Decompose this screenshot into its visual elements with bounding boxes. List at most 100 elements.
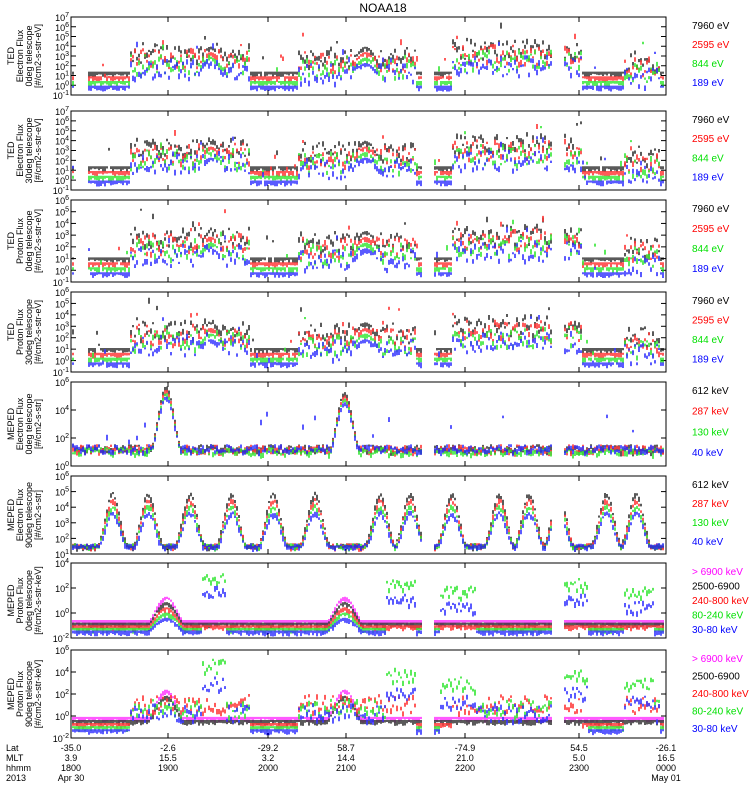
y-axis-label: TEDElectron Flux0deg telescope[#/cm2-s-s… (6, 24, 43, 88)
y-tick-label: 100 (55, 175, 69, 186)
x-tick-label-hhmm: 2000 (258, 763, 278, 773)
x-tick-label-lat: 58.7 (337, 743, 355, 753)
x-tick-label-lat: -26.1 (656, 743, 677, 753)
legend-label: 189 eV (692, 78, 724, 89)
legend-label: 2595 eV (692, 40, 730, 51)
y-tick-label: 102 (55, 533, 69, 544)
y-tick-label: 103 (55, 146, 69, 157)
legend-label: 7960 eV (692, 21, 730, 32)
series-blue-marks (72, 315, 664, 369)
series-blue-marks (72, 41, 664, 92)
x-tick-label-hhmm: 2300 (569, 763, 589, 773)
panel-7: 10-2 100 102 104 MEPEDProton Flux0deg telesc… (6, 558, 749, 644)
series-blue-marks (72, 136, 664, 187)
series-group (72, 22, 664, 92)
y-axis-label: MEPEDElectron Flux90deg telescope[#/cm2-… (6, 482, 43, 548)
x-tick-label-hhmm: 0000 (656, 763, 676, 773)
y-axis-label: TEDProton Flux30deg telescope[#/cm2-s-st… (6, 299, 43, 365)
y-tick-label: 102 (55, 689, 69, 700)
y-tick-label: 104 (55, 502, 69, 513)
legend-label: 130 keV (692, 427, 729, 438)
y-tick-label: 101 (55, 71, 69, 82)
y-tick-label: 103 (55, 518, 69, 529)
y-tick-label: 106 (55, 195, 69, 206)
y-tick-label: 105 (55, 126, 69, 137)
series-group (72, 208, 664, 279)
series-blue-marks (72, 510, 664, 552)
y-tick-label: 104 (55, 218, 69, 229)
y-tick-label: 105 (55, 32, 69, 43)
panel-5: 100 102 104 106 MEPEDElectron Flux0deg teles… (6, 377, 729, 472)
y-tick-label: 103 (55, 230, 69, 241)
series-group (72, 121, 664, 187)
y-tick-label: 105 (55, 207, 69, 218)
y-tick-label: 105 (55, 487, 69, 498)
legend-label: 287 keV (692, 407, 729, 418)
y-tick-label: 107 (55, 12, 69, 23)
y-tick-label: 10-1 (53, 277, 69, 288)
y-tick-label: 102 (55, 242, 69, 253)
legend-label: 2595 eV (692, 224, 730, 235)
legend-label: 612 keV (692, 386, 729, 397)
y-tick-label: 101 (55, 254, 69, 265)
x-tick-label-mlt: 3.2 (262, 753, 275, 763)
y-tick-label: 102 (55, 333, 69, 344)
x-row-label: hhmm (6, 763, 31, 773)
x-tick-label-mlt: 5.0 (573, 753, 586, 763)
legend-label: 844 eV (692, 153, 724, 164)
x-row-label: MLT (6, 753, 24, 763)
x-tick-label-mlt: 16.5 (657, 753, 675, 763)
series-group (72, 573, 664, 637)
y-tick-label: 104 (55, 310, 69, 321)
x-tick-label-mlt: 3.9 (65, 753, 78, 763)
y-tick-label: 106 (55, 645, 69, 656)
legend-label: > 6900 keV (692, 567, 743, 578)
series-red-marks (72, 209, 664, 269)
panel-8: 10-2 100 102 104 106 MEPEDProton Flux90deg te… (6, 645, 749, 744)
y-tick-label: 101 (55, 549, 69, 560)
y-tick-label: 10-2 (53, 633, 69, 644)
y-axis-label: TEDElectron Flux30deg telescope[#/cm2-s-… (6, 117, 43, 183)
y-tick-label: 102 (55, 155, 69, 166)
y-tick-label: 106 (55, 377, 69, 388)
x-tick-label-lat: 54.5 (570, 743, 588, 753)
y-tick-label: 104 (55, 667, 69, 678)
panel-6: 101 102 103 104 105 106 MEPEDElectron Flux90de… (6, 471, 729, 560)
legend-label: 2500-6900 (692, 671, 740, 682)
legend-label: 40 keV (692, 448, 723, 459)
series-red-marks (72, 124, 664, 177)
y-tick-label: 107 (55, 106, 69, 117)
legend-label: 30-80 keV (692, 724, 738, 735)
y-tick-label: 102 (55, 61, 69, 72)
legend-label: 30-80 keV (692, 625, 738, 636)
y-tick-label: 100 (55, 711, 69, 722)
series-blue-marks (72, 226, 664, 279)
legend-label: 130 keV (692, 518, 729, 529)
y-tick-label: 106 (55, 22, 69, 33)
legend-label: 844 eV (692, 59, 724, 70)
series-group (72, 658, 664, 736)
legend-label: 240-800 keV (692, 689, 749, 700)
legend-label: 189 eV (692, 354, 724, 365)
legend-label: 189 eV (692, 173, 724, 184)
y-tick-label: 10-1 (53, 185, 69, 196)
series-green-marks (72, 219, 664, 274)
y-tick-label: 104 (55, 558, 69, 569)
x-tick-label-date: May 01 (651, 773, 681, 783)
y-tick-label: 104 (55, 136, 69, 147)
x-tick-label-mlt: 15.5 (159, 753, 177, 763)
series-blue-marks (72, 585, 664, 637)
legend-label: 40 keV (692, 537, 723, 548)
x-tick-label-hhmm: 1800 (61, 763, 81, 773)
series-black-marks (72, 695, 664, 726)
y-tick-label: 106 (55, 287, 69, 298)
x-tick-label-lat: -29.2 (258, 743, 279, 753)
y-tick-label: 100 (55, 461, 69, 472)
y-axis-label: MEPEDProton Flux0deg telescope[#/cm2-s-s… (6, 566, 43, 635)
panel-frame (70, 649, 667, 739)
legend-label: 7960 eV (692, 204, 730, 215)
legend-label: 2500-6900 (692, 581, 740, 592)
